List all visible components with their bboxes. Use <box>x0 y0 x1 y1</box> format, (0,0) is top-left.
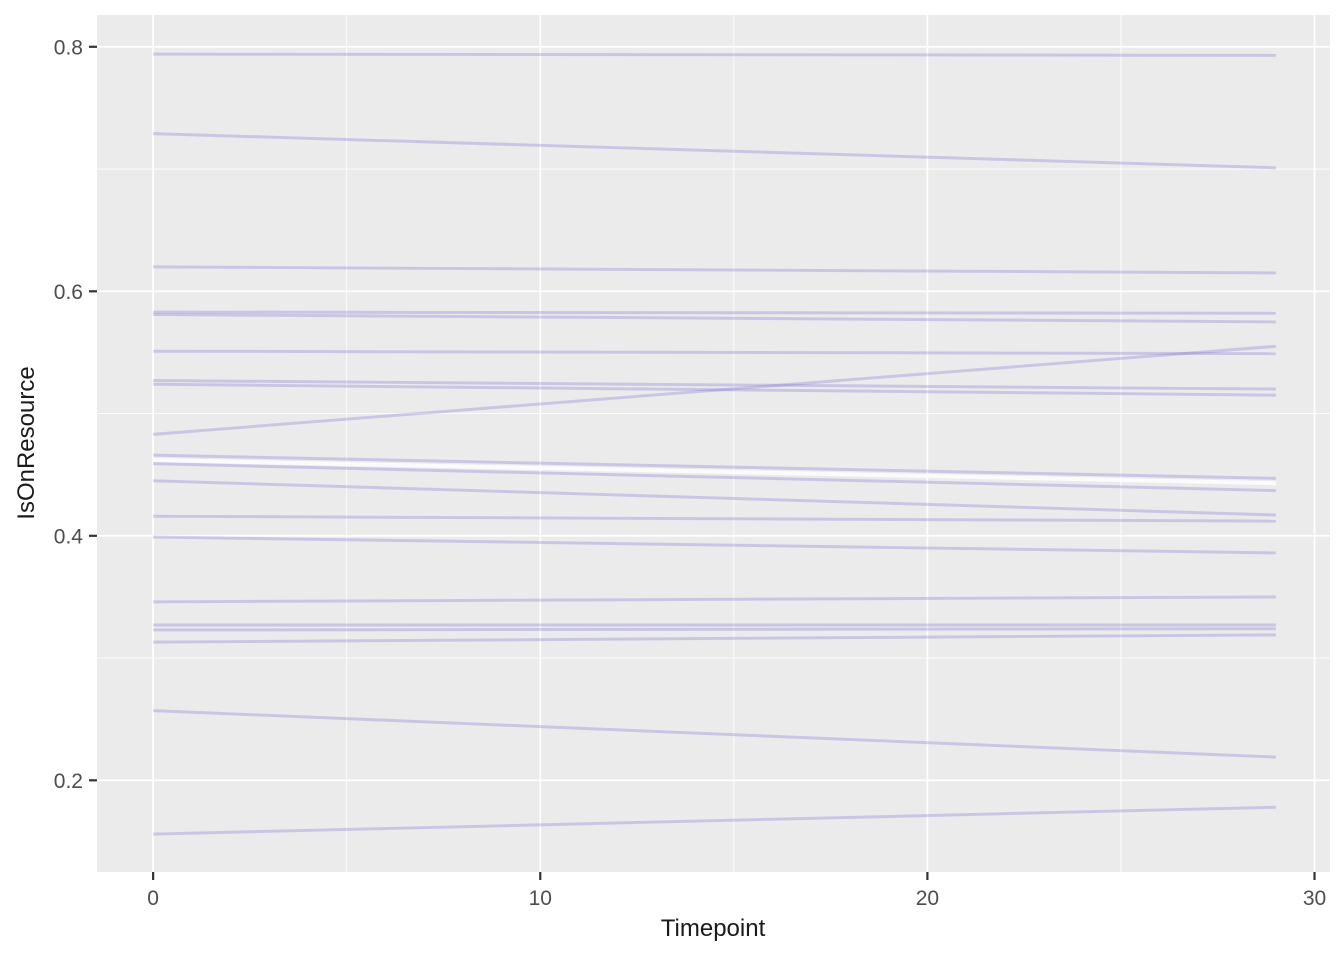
trajectory-line <box>153 514 1276 523</box>
y-axis-title: IsOnResource <box>13 366 40 519</box>
trajectory-line <box>153 595 1276 604</box>
trajectory-line <box>153 633 1276 644</box>
y-tick-label: 0.4 <box>54 525 84 548</box>
x-tick-label: 30 <box>1303 887 1326 910</box>
trajectory-line <box>153 453 1276 480</box>
y-tick-label: 0.8 <box>54 36 83 59</box>
trajectory-line <box>153 132 1276 170</box>
trajectory-line <box>153 709 1276 759</box>
trajectory-line <box>153 382 1276 397</box>
trajectory-line <box>153 535 1276 555</box>
trajectory-line <box>153 52 1276 57</box>
trajectory-line <box>153 479 1276 517</box>
x-tick-label: 10 <box>529 887 552 910</box>
trajectory-line <box>153 344 1276 436</box>
trajectory-line <box>153 310 1276 315</box>
trajectory-line <box>153 805 1276 836</box>
trajectory-line <box>153 313 1276 324</box>
x-tick-label: 20 <box>916 887 939 910</box>
plot-panel <box>97 15 1330 872</box>
x-axis-title: Timepoint <box>661 915 766 942</box>
y-tick-label: 0.6 <box>54 281 83 304</box>
trajectory-line <box>153 627 1276 632</box>
trajectory-line <box>153 379 1276 391</box>
trajectory-line-highlight <box>153 458 1276 486</box>
x-tick-label: 0 <box>147 887 159 910</box>
trajectory-line <box>153 462 1276 493</box>
trajectory-line <box>153 265 1276 275</box>
y-tick-label: 0.2 <box>54 770 83 793</box>
trajectory-line <box>153 349 1276 356</box>
